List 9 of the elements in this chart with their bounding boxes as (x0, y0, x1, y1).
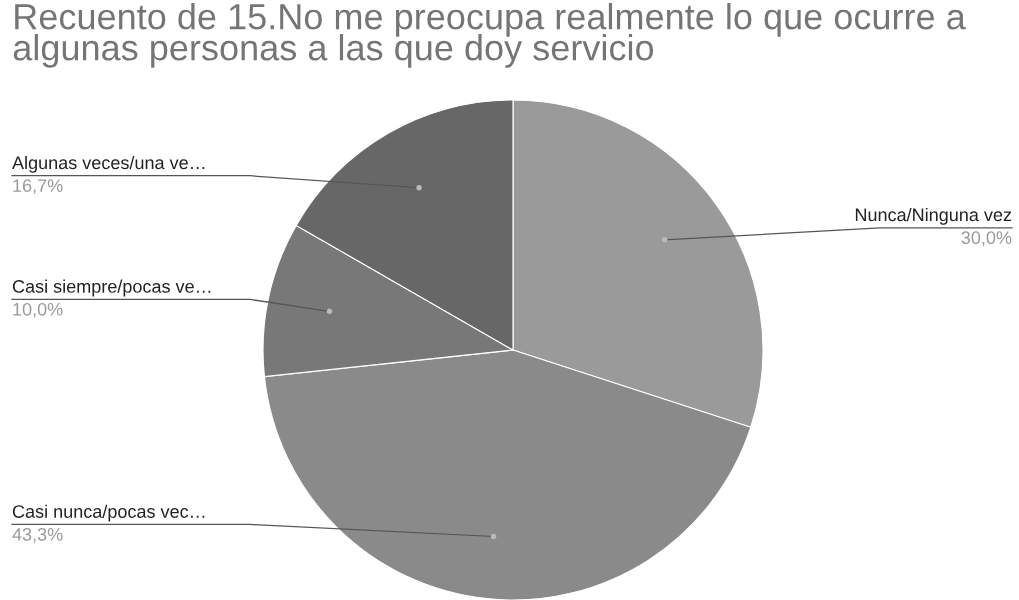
chart-title: Recuento de 15.No me preocupa realmente lo que ocurre a algunas personas a las que doy servicio (13, 3, 966, 68)
slice-label: Nunca/Ninguna vez (855, 207, 1012, 225)
slice-label: Casi nunca/pocas vec… (12, 504, 205, 522)
slice-label: Casi siempre/pocas ve… (12, 279, 211, 297)
data-label: 30,0% (961, 231, 1012, 247)
data-label: 43,3% (12, 527, 63, 543)
data-label: 16,7% (13, 179, 63, 195)
data-label: 10,0% (13, 302, 63, 318)
slice-label: Algunas veces/una ve… (12, 155, 205, 173)
